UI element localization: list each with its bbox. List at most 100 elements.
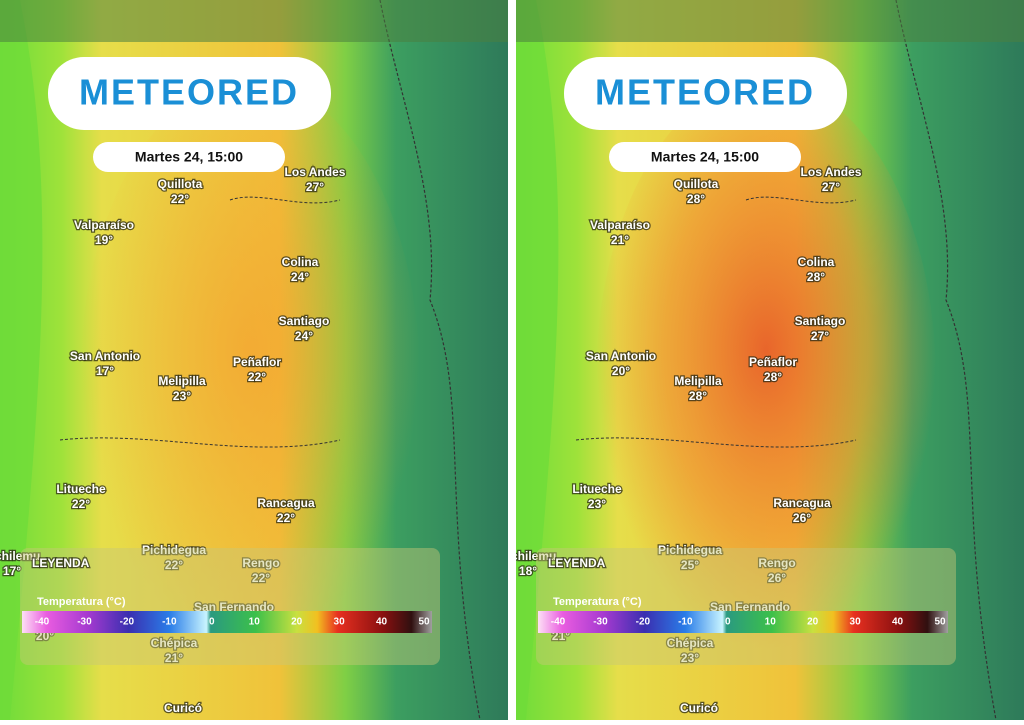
city-temp: 24°: [291, 270, 309, 284]
city-name: Rengo: [242, 556, 279, 570]
city-name: Pichilemu: [500, 549, 557, 563]
scale-tick: 50: [418, 617, 430, 628]
scale-tick: 40: [892, 617, 904, 628]
city-name: Quillota: [158, 177, 203, 191]
scale-tick: 0: [209, 617, 215, 628]
legend-box: [536, 548, 956, 665]
city-name: Colina: [798, 255, 835, 269]
city-name: Pichidegua: [142, 543, 206, 557]
date-label: Martes 24, 15:00: [135, 149, 243, 165]
city-temp: 18°: [519, 564, 537, 578]
scale-tick: -40: [35, 617, 50, 628]
city-name: Melipilla: [158, 374, 206, 388]
city-name: Rancagua: [773, 496, 831, 510]
scale-tick: -10: [162, 617, 177, 628]
city-temp: 19°: [95, 233, 113, 247]
scale-tick: -20: [120, 617, 135, 628]
city-temp: 26°: [768, 571, 786, 585]
scale-tick: 40: [376, 617, 388, 628]
city-name: Pichilemu: [0, 549, 40, 563]
logo-box: [564, 57, 847, 130]
city-name: Los Andes: [285, 165, 346, 179]
city-temp: 28°: [764, 370, 782, 384]
date-label: Martes 24, 15:00: [651, 149, 759, 165]
city-name: Curicó: [680, 701, 718, 715]
city-name: Curicó: [164, 701, 202, 715]
map-panel: METEORED Martes 24, 15:00 Quillota 22° Los A…: [0, 0, 508, 720]
region-border: [575, 196, 857, 448]
city-temp: 22°: [252, 571, 270, 585]
top-band: [0, 0, 508, 42]
scale-tick: 30: [850, 617, 862, 628]
city-temp: 27°: [306, 180, 324, 194]
city-name: Chépica: [151, 636, 198, 650]
date-box: [609, 142, 801, 172]
legend-box: [20, 548, 440, 665]
region-border: [59, 196, 341, 448]
city-temp: 17°: [96, 364, 114, 378]
city-temp: 28°: [687, 192, 705, 206]
city-temp: 27°: [822, 180, 840, 194]
scale-tick: 10: [765, 617, 777, 628]
top-band: [516, 0, 1024, 42]
city-temp: 22°: [72, 497, 90, 511]
scale-tick: 0: [725, 617, 731, 628]
scale-title: Temperatura (°C): [553, 596, 642, 608]
city-temp: 23°: [173, 389, 191, 403]
city-temp: 22°: [248, 370, 266, 384]
scale-tick: -10: [678, 617, 693, 628]
logo-box: [48, 57, 331, 130]
scale-tick: 10: [249, 617, 261, 628]
logo: METEORED: [595, 72, 815, 113]
scale-title: Temperatura (°C): [37, 596, 126, 608]
city-temp: 21°: [165, 651, 183, 665]
city-name: Rancagua: [257, 496, 315, 510]
scale-tick: 20: [291, 617, 303, 628]
city-temp: 21°: [611, 233, 629, 247]
date-box: [93, 142, 285, 172]
city-name: Pichidegua: [658, 543, 722, 557]
city-name: Valparaíso: [74, 218, 134, 232]
scale-tick: -20: [636, 617, 651, 628]
border: [895, 0, 997, 720]
legend-title: LEYENDA: [548, 556, 606, 570]
city-temp: 22°: [165, 558, 183, 572]
coastline: [516, 0, 559, 720]
city-temp: 27°: [811, 329, 829, 343]
logo: METEORED: [79, 72, 299, 113]
city-name: San Antonio: [586, 349, 656, 363]
city-temp: 24°: [295, 329, 313, 343]
scale-tick: -40: [551, 617, 566, 628]
city-name: Santiago: [279, 314, 330, 328]
city-temp: 23°: [681, 651, 699, 665]
city-temp: 23°: [588, 497, 606, 511]
city-name: San Antonio: [70, 349, 140, 363]
heat-zone: [596, 80, 936, 680]
scale-tick: 30: [334, 617, 346, 628]
city-name: Colina: [282, 255, 319, 269]
legend-title: LEYENDA: [32, 556, 90, 570]
city-name: Peñaflor: [233, 355, 281, 369]
color-scale: [538, 611, 948, 633]
city-temp: 20°: [612, 364, 630, 378]
scale-tick: -30: [593, 617, 608, 628]
coastline: [0, 0, 43, 720]
border: [379, 0, 481, 720]
city-temp: 17°: [3, 564, 21, 578]
city-temp: 26°: [793, 511, 811, 525]
city-name: Peñaflor: [749, 355, 797, 369]
city-name: Chépica: [667, 636, 714, 650]
city-temp: 25°: [681, 558, 699, 572]
city-name: Melipilla: [674, 374, 722, 388]
color-scale: [22, 611, 432, 633]
city-name: Rengo: [758, 556, 795, 570]
scale-tick: 20: [807, 617, 819, 628]
city-name: Santiago: [795, 314, 846, 328]
city-name: Litueche: [56, 482, 106, 496]
city-name: Valparaíso: [590, 218, 650, 232]
city-temp: 22°: [277, 511, 295, 525]
city-temp: 28°: [689, 389, 707, 403]
